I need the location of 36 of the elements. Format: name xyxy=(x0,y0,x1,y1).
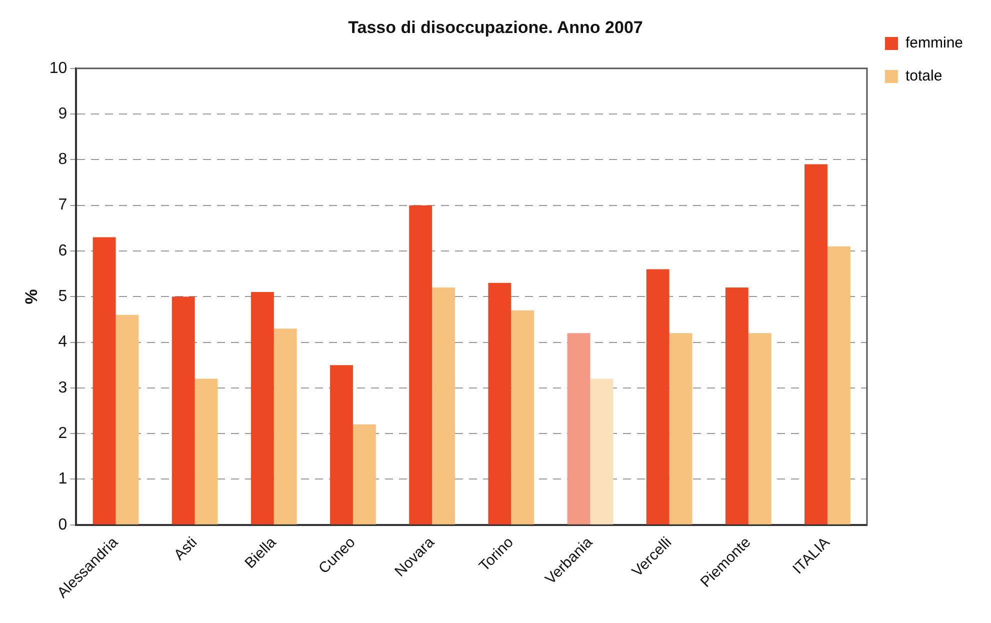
bar xyxy=(669,333,692,524)
y-tick-label: 8 xyxy=(58,151,68,168)
bar xyxy=(409,205,432,524)
bar xyxy=(804,164,828,524)
bar xyxy=(432,287,455,524)
bar xyxy=(116,314,139,524)
bar xyxy=(827,246,850,524)
bar xyxy=(488,282,512,524)
x-tick-label: Asti xyxy=(170,534,201,564)
bar xyxy=(646,269,670,524)
y-tick-label: 4 xyxy=(58,334,68,351)
y-axis-title: % xyxy=(22,289,41,304)
y-tick-label: 2 xyxy=(58,424,68,442)
y-tick-label: 0 xyxy=(58,516,68,534)
bar xyxy=(92,237,116,524)
legend-label: totale xyxy=(905,68,942,85)
bar xyxy=(567,333,590,524)
bar xyxy=(274,328,297,524)
bar xyxy=(330,365,353,524)
bar xyxy=(511,310,534,524)
bar xyxy=(590,378,614,524)
y-tick-label: 6 xyxy=(58,242,68,260)
bar xyxy=(352,424,376,524)
y-tick-label: 1 xyxy=(58,470,68,488)
bar xyxy=(194,378,218,524)
y-tick-label: 3 xyxy=(58,379,68,396)
y-tick-label: 5 xyxy=(58,288,68,306)
bar xyxy=(725,287,748,524)
bar xyxy=(250,292,274,524)
y-tick-label: 7 xyxy=(58,196,68,214)
chart-title: Tasso di disoccupazione. Anno 2007 xyxy=(348,18,643,37)
y-tick-label: 9 xyxy=(58,105,68,122)
y-tick-label: 10 xyxy=(49,60,68,77)
bar xyxy=(748,333,772,524)
legend-label: femmine xyxy=(905,34,964,52)
bar xyxy=(172,296,195,524)
